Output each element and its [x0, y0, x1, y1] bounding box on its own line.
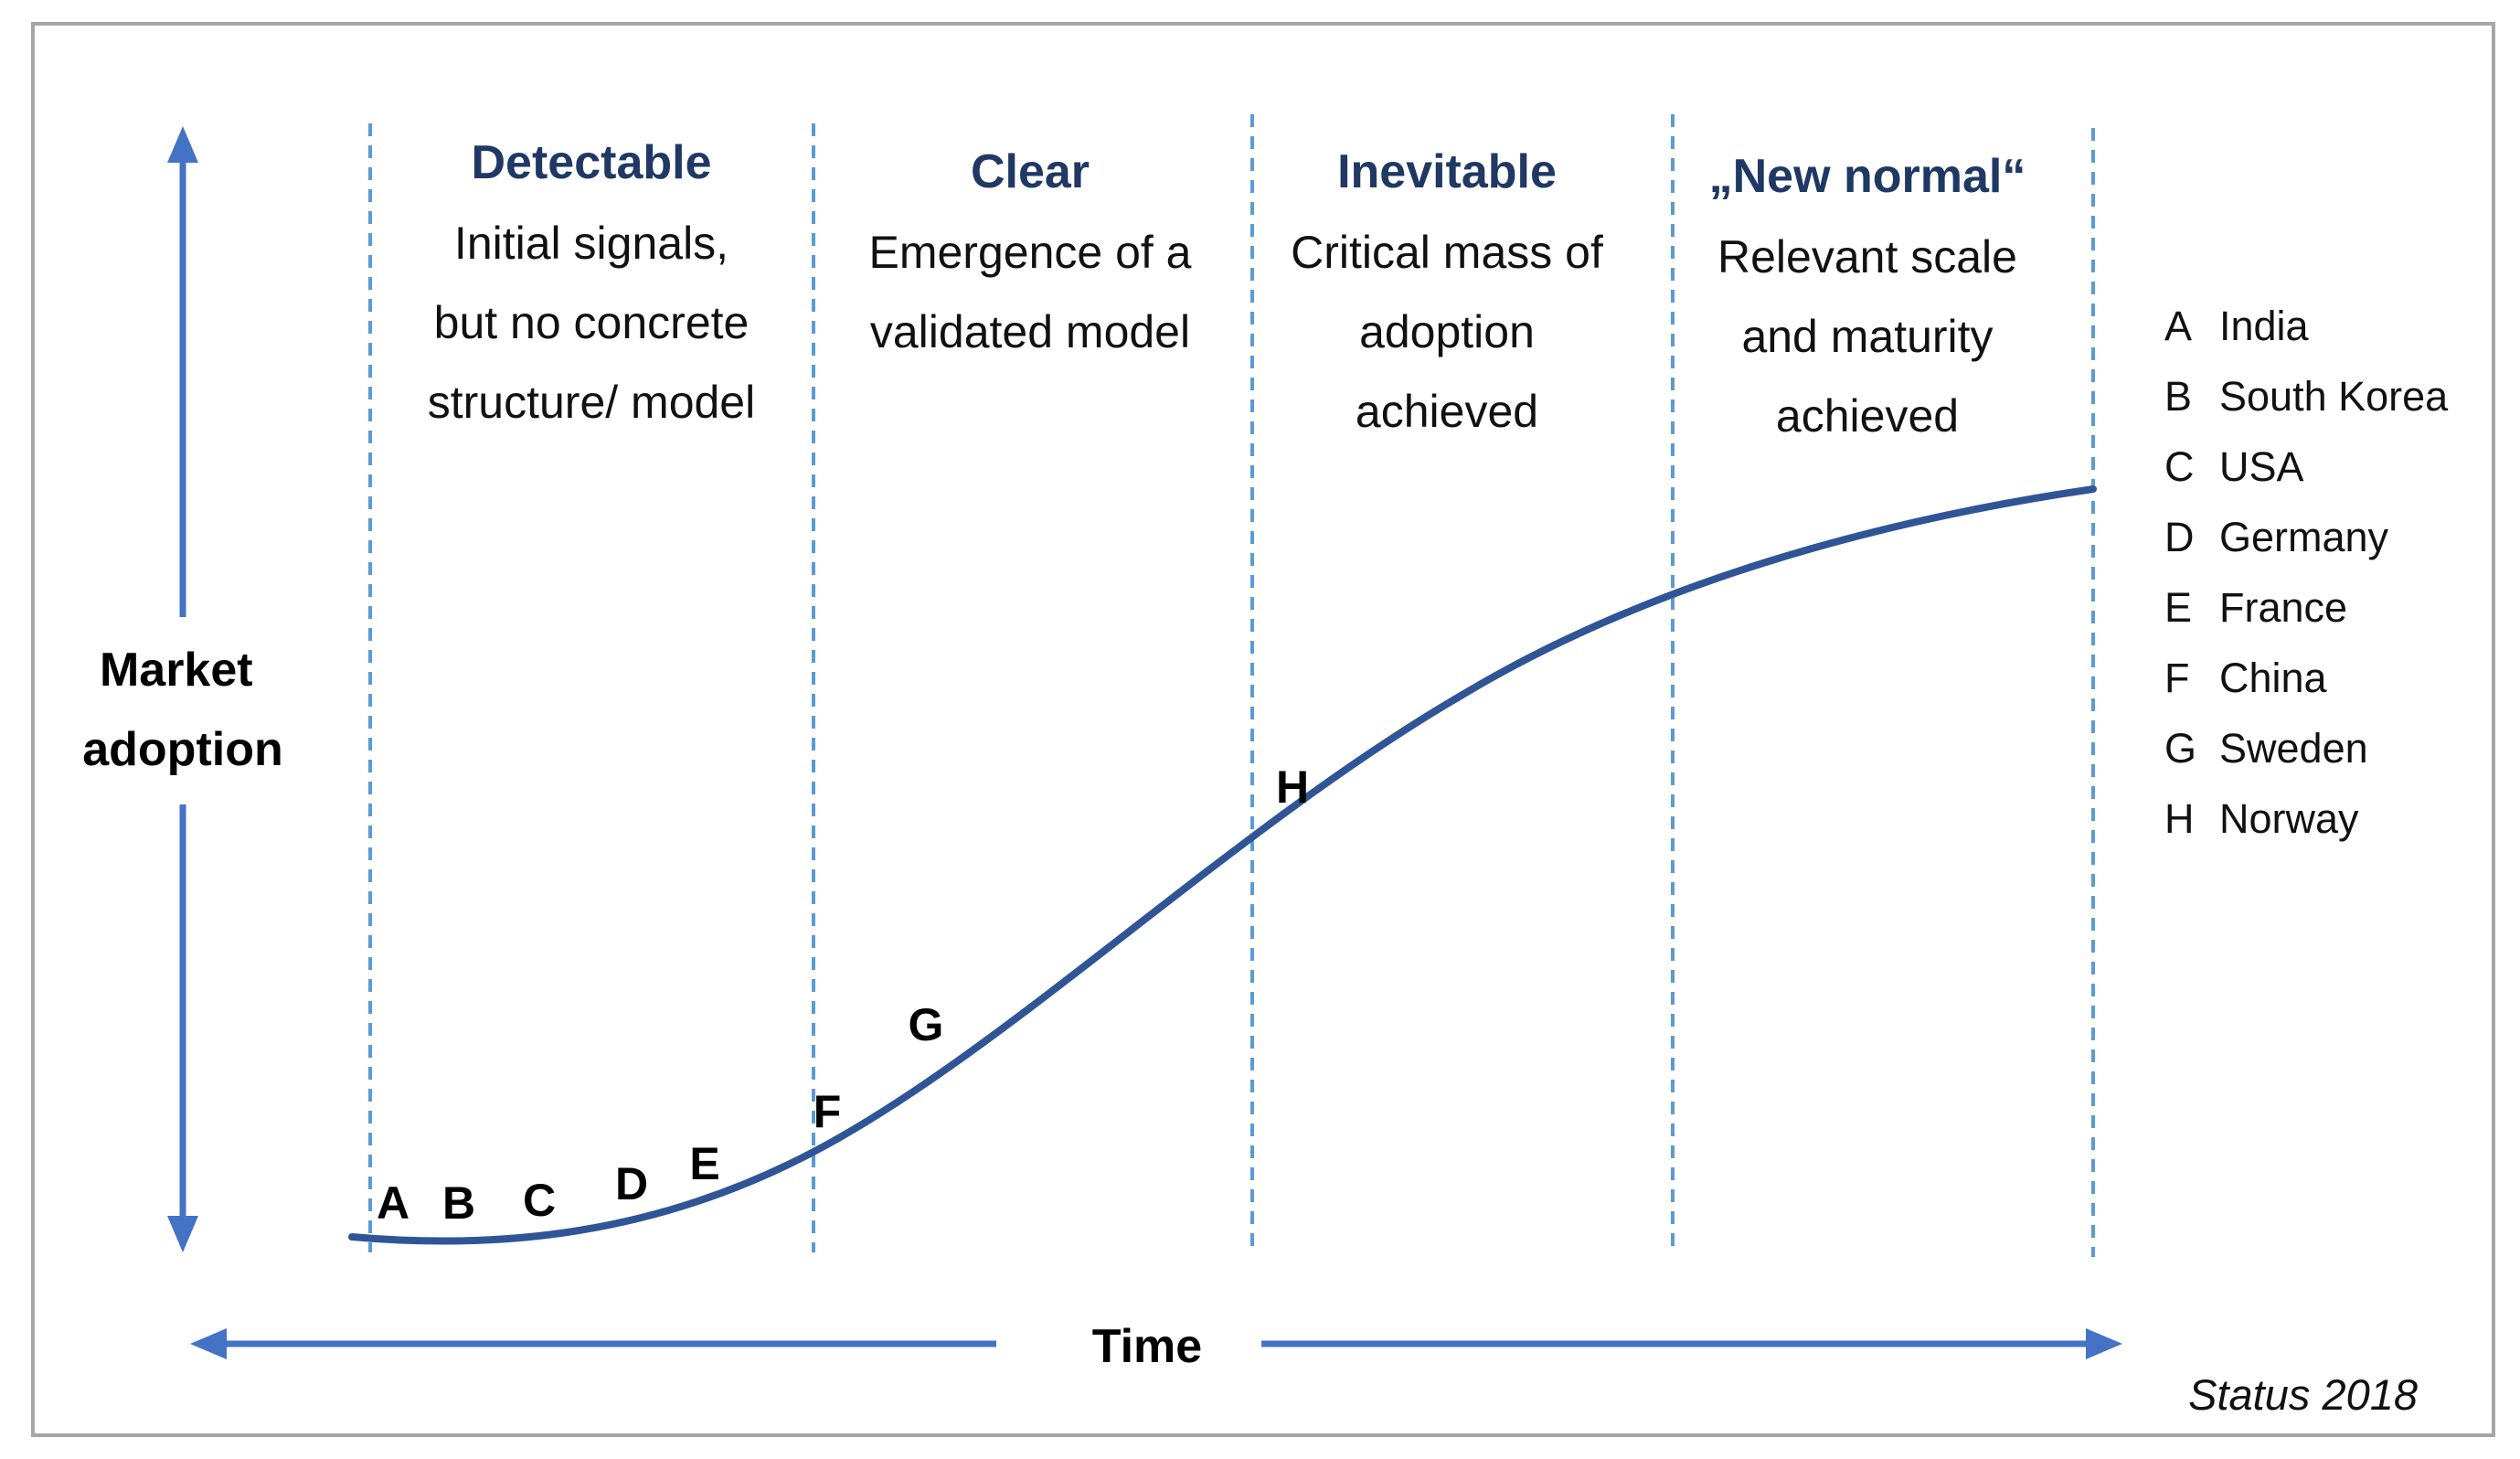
phase-desc-line: Critical mass of: [1291, 227, 1603, 278]
legend-key: A: [2164, 303, 2192, 349]
point-label-h: H: [1276, 761, 1309, 813]
legend-country: France: [2219, 584, 2347, 631]
arrow-up-icon: [167, 126, 198, 163]
phase-detectable: Detectable Initial signals, but no concr…: [428, 136, 755, 428]
phase-new-normal: „New normal“ Relevant scale and maturity…: [1709, 150, 2026, 442]
phase-title-inevitable: Inevitable: [1337, 145, 1557, 198]
legend: A India B South Korea C USA D Germany E …: [2164, 303, 2449, 842]
point-label-d: D: [615, 1158, 648, 1209]
point-label-b: B: [442, 1177, 475, 1229]
legend-country: Norway: [2219, 795, 2359, 842]
phase-title-detectable: Detectable: [472, 136, 712, 189]
x-axis-label: Time: [1092, 1320, 1202, 1373]
arrow-left-icon: [190, 1328, 227, 1359]
point-label-g: G: [909, 999, 944, 1050]
phase-desc-line: Initial signals,: [454, 218, 728, 269]
phase-dividers: [368, 114, 2095, 1257]
phase-desc-line: but no concrete: [434, 297, 750, 348]
phase-inevitable: Inevitable Critical mass of adoption ach…: [1291, 145, 1603, 437]
diagram-frame: [31, 22, 2495, 1437]
x-axis-arrow: [190, 1328, 2122, 1359]
point-label-c: C: [523, 1175, 556, 1226]
curve-point-labels: A B C D E F G H: [377, 761, 1309, 1229]
phase-clear: Clear Emergence of a validated model: [869, 145, 1192, 357]
point-label-a: A: [377, 1177, 409, 1229]
legend-country: Germany: [2219, 514, 2389, 560]
status-note: Status 2018: [2188, 1370, 2418, 1419]
legend-country: South Korea: [2219, 373, 2449, 420]
legend-key: E: [2164, 584, 2192, 631]
y-axis-label-line-2: adoption: [82, 723, 283, 776]
arrow-down-icon: [167, 1216, 198, 1252]
point-label-e: E: [689, 1138, 719, 1189]
legend-key: G: [2164, 725, 2196, 772]
phase-desc-line: structure/ model: [428, 377, 755, 428]
phase-desc-line: validated model: [870, 306, 1190, 357]
legend-country: India: [2219, 303, 2310, 349]
legend-country: USA: [2219, 443, 2304, 490]
legend-key: D: [2164, 514, 2195, 560]
legend-key: C: [2164, 443, 2195, 490]
legend-country: Sweden: [2219, 725, 2368, 772]
phase-desc-line: achieved: [1776, 390, 1959, 442]
phase-desc-line: adoption: [1359, 306, 1535, 357]
y-axis-label: Market adoption: [82, 644, 283, 776]
legend-key: B: [2164, 373, 2192, 420]
phase-desc-line: and maturity: [1741, 311, 1993, 362]
phase-desc-line: Relevant scale: [1717, 231, 2017, 282]
arrow-right-icon: [2086, 1328, 2122, 1359]
phase-title-new-normal: „New normal“: [1709, 150, 2026, 203]
phase-title-clear: Clear: [971, 145, 1090, 198]
legend-country: China: [2219, 655, 2328, 701]
legend-key: F: [2164, 655, 2190, 701]
y-axis-arrow: [167, 126, 198, 1252]
phase-desc-line: achieved: [1356, 386, 1538, 437]
y-axis-label-line-1: Market: [100, 644, 253, 697]
legend-key: H: [2164, 795, 2195, 842]
adoption-curve: [348, 485, 2097, 1245]
phase-desc-line: Emergence of a: [869, 227, 1192, 278]
point-label-f: F: [813, 1086, 842, 1137]
